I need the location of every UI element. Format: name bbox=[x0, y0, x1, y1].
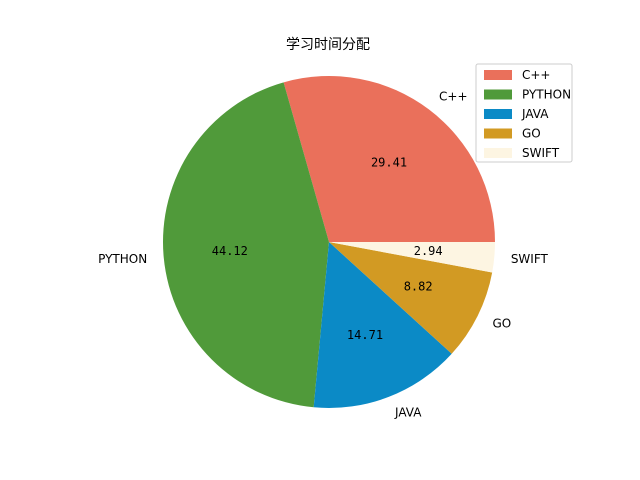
pct-label-swift: 2.94 bbox=[414, 244, 443, 258]
slice-label-swift: SWIFT bbox=[511, 252, 549, 266]
legend-swatch-go bbox=[484, 128, 512, 139]
pct-label-java: 14.71 bbox=[347, 328, 383, 342]
legend-label-cpp: C++ bbox=[522, 68, 551, 82]
pie-slice-python bbox=[163, 82, 329, 408]
legend: C++ PYTHON JAVA GO SWIFT bbox=[475, 63, 573, 163]
legend-swatch-cpp bbox=[484, 70, 512, 80]
chart-title: 学习时间分配 bbox=[286, 37, 370, 53]
slice-label-python: PYTHON bbox=[98, 252, 147, 266]
legend-swatch-swift bbox=[484, 148, 512, 158]
slice-label-go: GO bbox=[492, 316, 511, 330]
legend-label-go: GO bbox=[522, 127, 541, 141]
slice-label-java: JAVA bbox=[394, 405, 422, 419]
pct-label-python: 44.12 bbox=[212, 244, 248, 258]
pie-slice-cpp bbox=[283, 76, 495, 242]
pct-label-go: 8.82 bbox=[404, 279, 433, 293]
legend-label-java: JAVA bbox=[521, 107, 549, 121]
legend-swatch-java bbox=[484, 109, 512, 119]
legend-swatch-python bbox=[484, 89, 512, 100]
pct-label-cpp: 29.41 bbox=[371, 156, 407, 170]
pie-slice-java bbox=[313, 242, 452, 408]
pie-labels: C++ 29.41 PYTHON 44.12 JAVA 14.71 GO 8.82 SWIFT 2… bbox=[98, 89, 548, 419]
legend-label-swift: SWIFT bbox=[522, 146, 560, 160]
legend-label-python: PYTHON bbox=[522, 88, 571, 102]
pie-slice-swift bbox=[329, 242, 496, 273]
slice-label-cpp: C++ bbox=[439, 89, 468, 103]
pie-slice-go bbox=[329, 242, 493, 354]
pie-slices bbox=[163, 76, 496, 408]
